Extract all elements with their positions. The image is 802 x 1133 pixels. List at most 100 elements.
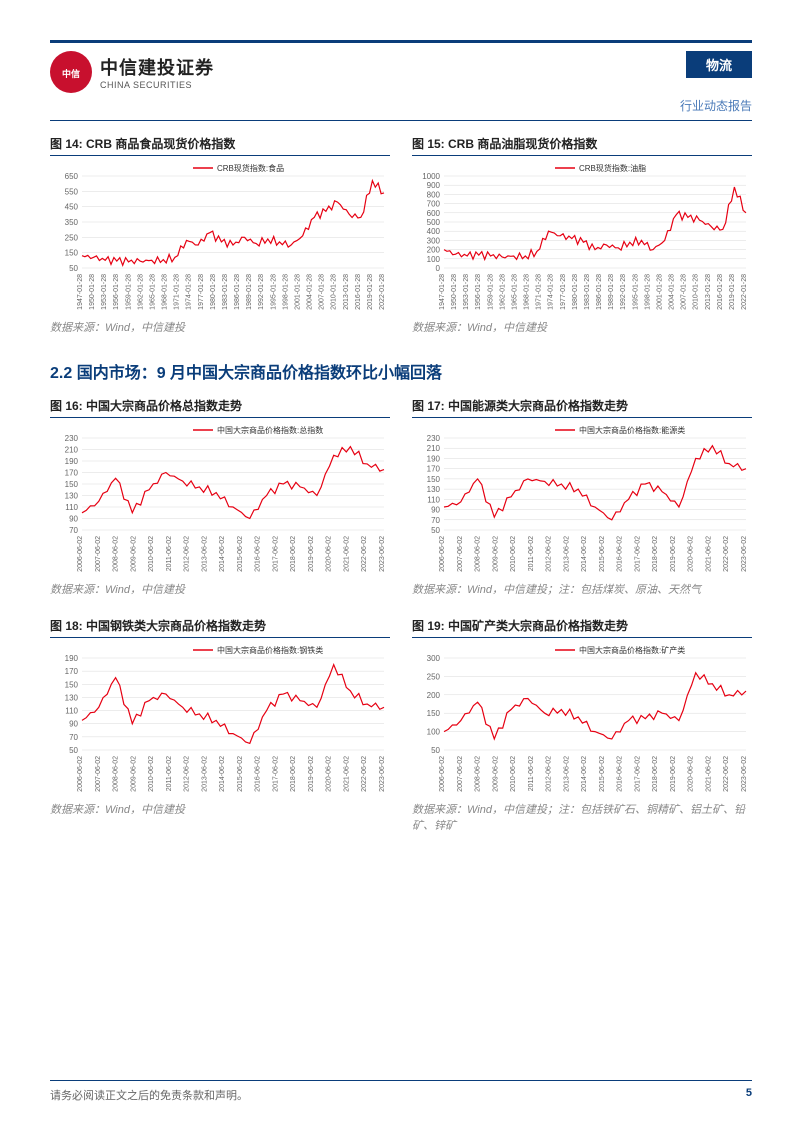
svg-text:500: 500 [427, 218, 441, 227]
svg-text:350: 350 [65, 218, 79, 227]
fig14-title: 图 14: CRB 商品食品现货价格指数 [50, 135, 390, 156]
svg-text:1953-01-28: 1953-01-28 [463, 274, 470, 310]
fig17-title: 图 17: 中国能源类大宗商品价格指数走势 [412, 397, 752, 418]
svg-text:2015-06-02: 2015-06-02 [237, 536, 244, 572]
svg-text:2014-06-02: 2014-06-02 [219, 756, 226, 792]
svg-text:2022-06-02: 2022-06-02 [723, 756, 730, 792]
svg-text:1953-01-28: 1953-01-28 [101, 274, 108, 310]
svg-text:1995-01-28: 1995-01-28 [632, 274, 639, 310]
svg-text:2014-06-02: 2014-06-02 [581, 536, 588, 572]
svg-text:2010-06-02: 2010-06-02 [148, 536, 155, 572]
svg-text:70: 70 [69, 733, 78, 742]
svg-text:2016-06-02: 2016-06-02 [617, 536, 624, 572]
svg-text:110: 110 [65, 503, 78, 512]
svg-text:110: 110 [65, 707, 78, 716]
svg-text:2006-06-02: 2006-06-02 [77, 536, 84, 572]
svg-text:2007-06-02: 2007-06-02 [95, 536, 102, 572]
svg-text:2012-06-02: 2012-06-02 [184, 756, 191, 792]
fig17-source: 数据来源：Wind，中信建投；注：包括煤炭、原油、天然气 [412, 581, 752, 597]
svg-text:2014-06-02: 2014-06-02 [581, 756, 588, 792]
svg-text:2019-01-28: 2019-01-28 [367, 274, 374, 310]
svg-text:90: 90 [431, 506, 440, 515]
svg-text:1992-01-28: 1992-01-28 [258, 274, 265, 310]
svg-text:2010-06-02: 2010-06-02 [510, 536, 517, 572]
fig19-source: 数据来源：Wind，中信建投；注：包括铁矿石、铜精矿、铝土矿、铅矿、锌矿 [412, 801, 752, 833]
svg-text:2009-06-02: 2009-06-02 [492, 756, 499, 792]
svg-text:550: 550 [65, 187, 79, 196]
svg-text:2016-01-28: 2016-01-28 [355, 274, 362, 310]
svg-text:2009-06-02: 2009-06-02 [130, 536, 137, 572]
fig15-title: 图 15: CRB 商品油脂现货价格指数 [412, 135, 752, 156]
svg-text:150: 150 [65, 249, 79, 258]
footer-divider [50, 1080, 752, 1081]
svg-text:1989-01-28: 1989-01-28 [608, 274, 615, 310]
svg-text:2015-06-02: 2015-06-02 [599, 536, 606, 572]
svg-text:1962-01-28: 1962-01-28 [137, 274, 144, 310]
svg-text:2013-01-28: 2013-01-28 [343, 274, 350, 310]
svg-text:中国大宗商品价格指数:钢铁类: 中国大宗商品价格指数:钢铁类 [217, 645, 323, 655]
svg-text:1959-01-28: 1959-01-28 [487, 274, 494, 310]
svg-text:2015-06-02: 2015-06-02 [599, 756, 606, 792]
svg-text:1956-01-28: 1956-01-28 [113, 274, 120, 310]
svg-text:250: 250 [65, 233, 79, 242]
svg-text:1971-01-28: 1971-01-28 [536, 274, 543, 310]
svg-text:2007-06-02: 2007-06-02 [457, 756, 464, 792]
svg-text:150: 150 [65, 480, 79, 489]
svg-text:2021-06-02: 2021-06-02 [343, 536, 350, 572]
page-number: 5 [746, 1087, 752, 1103]
svg-text:1950-01-28: 1950-01-28 [89, 274, 96, 310]
svg-text:2021-06-02: 2021-06-02 [705, 756, 712, 792]
svg-text:250: 250 [427, 672, 441, 681]
svg-text:50: 50 [69, 746, 78, 755]
svg-text:170: 170 [65, 469, 79, 478]
fig17-chart: 5070901101301501701902102302006-06-02200… [412, 422, 752, 572]
svg-text:中信: 中信 [62, 68, 80, 79]
svg-text:2010-06-02: 2010-06-02 [148, 756, 155, 792]
logo-block: 中信 中信建投证券 CHINA SECURITIES [50, 51, 214, 93]
svg-text:200: 200 [427, 246, 441, 255]
svg-text:150: 150 [427, 709, 441, 718]
fig14-source: 数据来源：Wind，中信建投 [50, 319, 390, 335]
svg-text:600: 600 [427, 209, 441, 218]
svg-text:2009-06-02: 2009-06-02 [130, 756, 137, 792]
svg-text:2010-01-28: 2010-01-28 [693, 274, 700, 310]
section-title: 2.2 国内市场：9 月中国大宗商品价格指数环比小幅回落 [50, 359, 752, 383]
svg-text:170: 170 [65, 667, 79, 676]
svg-text:1998-01-28: 1998-01-28 [644, 274, 651, 310]
svg-text:2023-06-02: 2023-06-02 [741, 756, 748, 792]
svg-text:200: 200 [427, 691, 441, 700]
disclaimer: 请务必阅读正文之后的免责条款和声明。 [50, 1087, 248, 1103]
svg-text:1992-01-28: 1992-01-28 [620, 274, 627, 310]
svg-text:1950-01-28: 1950-01-28 [451, 274, 458, 310]
svg-text:中国大宗商品价格指数:能源类: 中国大宗商品价格指数:能源类 [579, 425, 685, 435]
svg-text:2013-06-02: 2013-06-02 [201, 536, 208, 572]
svg-text:800: 800 [427, 190, 441, 199]
svg-text:2014-06-02: 2014-06-02 [219, 536, 226, 572]
svg-text:2012-06-02: 2012-06-02 [184, 536, 191, 572]
svg-text:中国大宗商品价格指数:总指数: 中国大宗商品价格指数:总指数 [217, 425, 323, 435]
svg-text:2006-06-02: 2006-06-02 [439, 536, 446, 572]
svg-text:2011-06-02: 2011-06-02 [166, 756, 173, 791]
svg-text:2001-01-28: 2001-01-28 [294, 274, 301, 310]
svg-text:1968-01-28: 1968-01-28 [162, 274, 169, 310]
svg-text:170: 170 [427, 465, 441, 474]
svg-text:2017-06-02: 2017-06-02 [272, 536, 279, 572]
svg-text:1956-01-28: 1956-01-28 [475, 274, 482, 310]
svg-text:2022-01-28: 2022-01-28 [379, 274, 386, 310]
svg-text:210: 210 [65, 446, 79, 455]
svg-text:2019-06-02: 2019-06-02 [670, 536, 677, 572]
logo-icon: 中信 [50, 51, 92, 93]
category-badge: 物流 [686, 51, 752, 78]
fig18-title: 图 18: 中国钢铁类大宗商品价格指数走势 [50, 617, 390, 638]
svg-text:1995-01-28: 1995-01-28 [270, 274, 277, 310]
svg-text:2009-06-02: 2009-06-02 [492, 536, 499, 572]
svg-text:2020-06-02: 2020-06-02 [326, 536, 333, 572]
svg-text:50: 50 [69, 264, 78, 273]
svg-text:2019-01-28: 2019-01-28 [729, 274, 736, 310]
logo-cn-text: 中信建投证券 [100, 54, 214, 80]
svg-text:2007-06-02: 2007-06-02 [95, 756, 102, 792]
svg-text:1998-01-28: 1998-01-28 [282, 274, 289, 310]
svg-text:2013-06-02: 2013-06-02 [563, 536, 570, 572]
svg-text:2016-06-02: 2016-06-02 [617, 756, 624, 792]
fig15-source: 数据来源：Wind，中信建投 [412, 319, 752, 335]
